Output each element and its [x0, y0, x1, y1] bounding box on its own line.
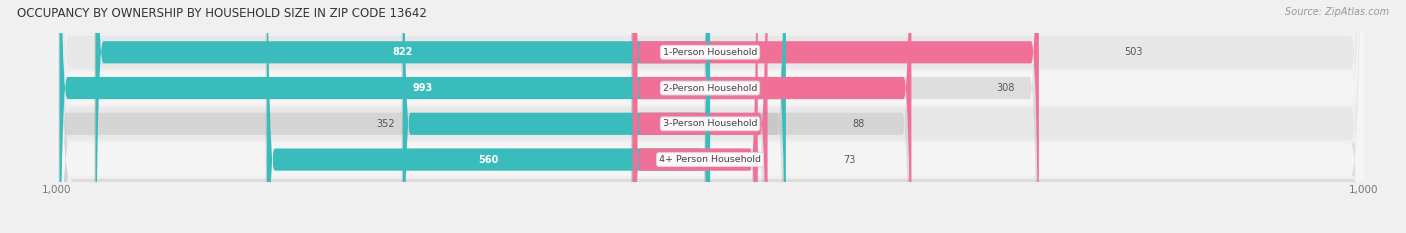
FancyBboxPatch shape — [402, 0, 710, 233]
Text: 822: 822 — [392, 47, 413, 57]
Text: 3-Person Household: 3-Person Household — [662, 119, 758, 128]
FancyBboxPatch shape — [58, 0, 785, 233]
Text: 2-Person Household: 2-Person Household — [662, 84, 758, 93]
Text: OCCUPANCY BY OWNERSHIP BY HOUSEHOLD SIZE IN ZIP CODE 13642: OCCUPANCY BY OWNERSHIP BY HOUSEHOLD SIZE… — [17, 7, 427, 20]
FancyBboxPatch shape — [56, 0, 1364, 233]
FancyBboxPatch shape — [56, 0, 1364, 233]
FancyBboxPatch shape — [631, 0, 766, 233]
FancyBboxPatch shape — [631, 0, 1038, 233]
FancyBboxPatch shape — [59, 0, 1367, 233]
FancyBboxPatch shape — [59, 0, 1367, 233]
FancyBboxPatch shape — [631, 0, 756, 233]
Text: 88: 88 — [852, 119, 865, 129]
Text: 308: 308 — [997, 83, 1015, 93]
Text: 560: 560 — [478, 154, 499, 164]
FancyBboxPatch shape — [633, 0, 758, 233]
FancyBboxPatch shape — [59, 0, 1367, 233]
FancyBboxPatch shape — [59, 0, 1367, 233]
FancyBboxPatch shape — [633, 0, 911, 233]
FancyBboxPatch shape — [633, 0, 1039, 233]
FancyBboxPatch shape — [267, 0, 710, 233]
FancyBboxPatch shape — [96, 0, 710, 233]
FancyBboxPatch shape — [56, 0, 1364, 233]
Text: Source: ZipAtlas.com: Source: ZipAtlas.com — [1285, 7, 1389, 17]
Text: 993: 993 — [412, 83, 433, 93]
Text: 73: 73 — [842, 154, 855, 164]
FancyBboxPatch shape — [266, 0, 709, 233]
Text: 1-Person Household: 1-Person Household — [662, 48, 758, 57]
FancyBboxPatch shape — [633, 0, 768, 233]
FancyBboxPatch shape — [402, 0, 709, 233]
FancyBboxPatch shape — [94, 0, 709, 233]
FancyBboxPatch shape — [631, 0, 910, 233]
Text: 503: 503 — [1123, 47, 1143, 57]
Text: 352: 352 — [377, 119, 395, 129]
FancyBboxPatch shape — [56, 0, 1364, 233]
Text: 4+ Person Household: 4+ Person Household — [659, 155, 761, 164]
FancyBboxPatch shape — [59, 0, 786, 233]
